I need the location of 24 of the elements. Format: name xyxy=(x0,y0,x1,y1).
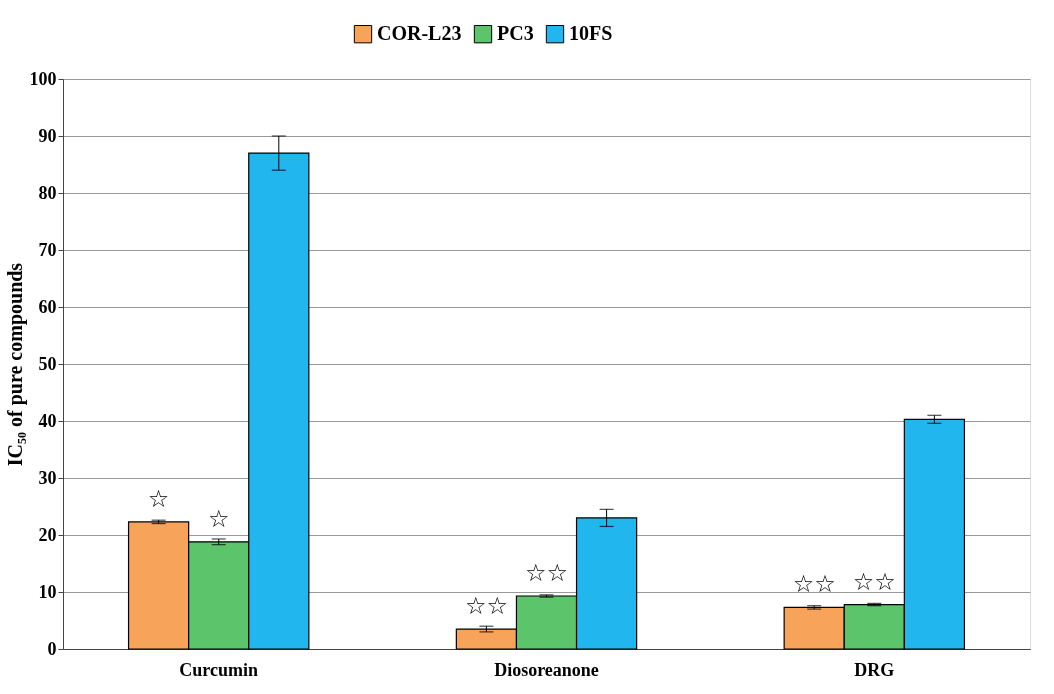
data-label: ☆ xyxy=(147,484,170,513)
y-tick-label: 10 xyxy=(38,581,57,602)
y-tick-label: 40 xyxy=(38,410,57,431)
data-label: ☆ xyxy=(207,504,230,533)
y-axis-title: IC₅₀ of pure compounds xyxy=(3,262,27,467)
x-tick-label: Curcumin xyxy=(179,659,259,680)
legend-label: 10FS xyxy=(569,22,613,45)
x-tick-label: DRG xyxy=(854,659,895,680)
y-tick-label: 100 xyxy=(29,68,57,89)
y-tick-label: 30 xyxy=(38,467,57,488)
data-label: ☆☆ xyxy=(792,570,836,599)
y-tick-label: 60 xyxy=(38,296,57,317)
x-tick-label: Diosoreanone xyxy=(494,659,599,680)
y-tick-label: 20 xyxy=(38,524,57,545)
legend-label: PC3 xyxy=(497,22,534,45)
data-label: ☆☆ xyxy=(524,558,569,587)
data-label: ☆☆ xyxy=(464,592,508,621)
y-tick-label: 90 xyxy=(38,125,57,146)
y-tick-label: 0 xyxy=(47,638,57,659)
y-tick-label: 50 xyxy=(38,353,57,374)
y-tick-label: 80 xyxy=(38,182,57,203)
y-tick-label: 70 xyxy=(38,239,57,260)
data-label: ☆☆ xyxy=(852,567,896,596)
legend-label: COR-L23 xyxy=(377,22,462,45)
